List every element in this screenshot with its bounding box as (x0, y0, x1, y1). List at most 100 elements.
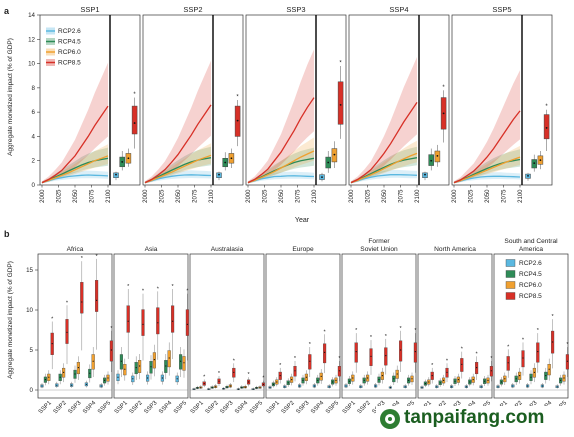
box-rcp85 (80, 282, 84, 314)
significance-star: * (338, 356, 341, 362)
line-rcp26 (41, 174, 109, 184)
box-mean-dot (230, 157, 233, 160)
box-mean-dot (507, 362, 509, 364)
box-mean-dot (92, 360, 94, 362)
box-rcp85 (536, 342, 540, 363)
box-mean-dot (320, 375, 322, 377)
region-title: Soviet Union (360, 246, 398, 253)
scenario-panel-ssp2: SSP2 * 2000 2025 2050 2075 2100 (142, 5, 244, 203)
x-tick-label: SSP3 (295, 400, 311, 416)
significance-star: * (476, 351, 479, 357)
y-tick-label: 8 (32, 85, 36, 92)
x-tick-label: 2050 (382, 189, 388, 203)
box-mean-dot (408, 379, 410, 381)
box-mean-dot (196, 387, 198, 389)
box-rcp60 (182, 356, 186, 371)
significance-star: * (414, 328, 417, 334)
line-rcp26 (144, 174, 212, 184)
band-rcp26 (248, 171, 314, 184)
box-mean-dot (317, 379, 319, 381)
significance-star: * (339, 61, 342, 67)
x-tick-label: 2100 (415, 189, 421, 203)
box-mean-dot (218, 173, 220, 176)
x-tick-label: 2100 (312, 189, 318, 203)
box-mean-dot (180, 360, 182, 362)
box-mean-dot (545, 375, 547, 377)
box-mean-dot (294, 370, 296, 372)
significance-star: * (566, 342, 569, 348)
box-mean-dot (500, 381, 502, 383)
box-mean-dot (338, 370, 340, 372)
box-mean-dot (430, 159, 433, 162)
band-rcp45 (454, 149, 520, 184)
box-mean-dot (165, 365, 167, 367)
x-tick-label: 2050 (485, 189, 491, 203)
region-panel-5: North America*SSP1*SSP2*SSP3*SSP4*SSP5 (417, 246, 493, 415)
box-mean-dot (352, 377, 354, 379)
box-mean-dot (321, 176, 323, 179)
box-mean-dot (215, 386, 217, 388)
box-mean-dot (515, 378, 517, 380)
line-rcp85 (144, 104, 212, 184)
x-tick-label: SSP3 (143, 400, 159, 416)
watermark-logo-icon (380, 409, 400, 429)
box-mean-dot (96, 299, 98, 301)
scenario-panel-ssp1: SSP1 * 2000 2025 2050 2075 2100 (39, 5, 141, 203)
box-rcp85 (369, 348, 373, 366)
box-mean-dot (172, 320, 174, 322)
x-tick-label: 2025 (57, 189, 63, 203)
x-tick-label: 2075 (90, 189, 96, 203)
box-mean-dot (436, 386, 438, 388)
x-tick-label: SSP1 (38, 400, 54, 416)
x-tick-label: SSP3 (67, 400, 83, 416)
box-mean-dot (548, 368, 550, 370)
line-rcp85 (247, 97, 315, 184)
box-mean-dot (309, 360, 311, 362)
band-rcp26 (42, 170, 108, 184)
band-rcp85 (248, 49, 314, 184)
y-tick-label: 2 (32, 158, 36, 165)
box-mean-dot (132, 378, 134, 380)
box-mean-dot (41, 385, 43, 387)
box-mean-dot (431, 375, 433, 377)
box-mean-dot (378, 379, 380, 381)
box-mean-dot (436, 154, 439, 157)
box-mean-dot (451, 386, 453, 388)
panel-frame (39, 14, 141, 186)
box-mean-dot (121, 161, 124, 163)
significance-star: * (537, 328, 540, 334)
significance-star: * (294, 356, 297, 362)
box-mean-dot (127, 157, 130, 160)
box-mean-dot (512, 385, 514, 387)
box-mean-dot (560, 379, 562, 381)
panel-a-y-axis: 0 2 4 6 8 10 12 14 (28, 12, 40, 189)
panel-a-scenarios: SSP1 * 2000 2025 2050 2075 2100 SSP2 * 2000 2025 20… (39, 5, 553, 203)
box-mean-dot (487, 379, 489, 381)
box-mean-dot (110, 349, 112, 351)
y-tick-label: 0 (30, 387, 34, 394)
box-mean-dot (375, 385, 377, 387)
x-tick-label: 2000 (246, 189, 252, 203)
panel-b-ylabel: Aggregate monetized impact (% of GDP) (7, 261, 14, 379)
significance-star: * (248, 372, 251, 378)
x-tick-label: SSP2 (357, 400, 373, 416)
box-mean-dot (370, 355, 372, 357)
box-mean-dot (236, 119, 239, 122)
region-title: Europe (292, 246, 314, 253)
box-rcp85 (308, 354, 312, 370)
box-mean-dot (313, 385, 315, 387)
box-mean-dot (241, 387, 243, 389)
box-mean-dot (279, 375, 281, 377)
box-mean-dot (66, 331, 68, 333)
x-tick-label: SSP2 (205, 400, 221, 416)
band-rcp26 (145, 170, 211, 184)
box-mean-dot (443, 379, 445, 381)
box-mean-dot (135, 367, 137, 369)
box-mean-dot (363, 379, 365, 381)
significance-star: * (203, 375, 206, 381)
box-rcp85 (323, 343, 327, 364)
significance-star: * (127, 284, 130, 290)
box-mean-dot (139, 365, 141, 367)
